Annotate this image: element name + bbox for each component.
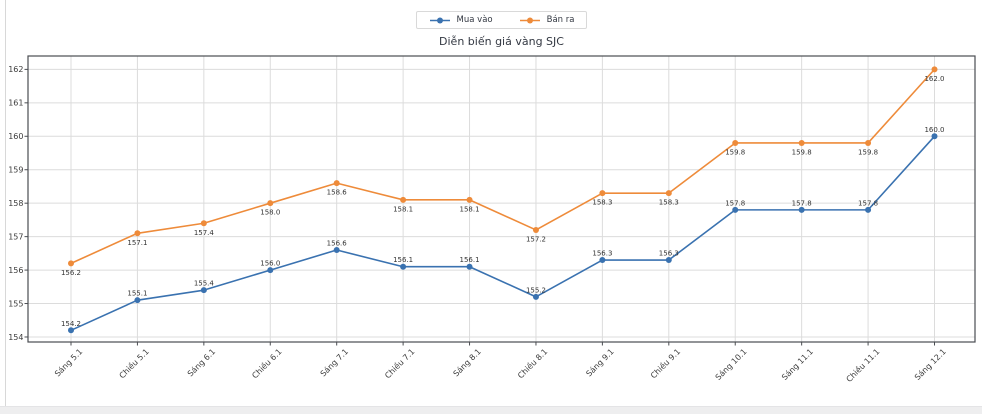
x-tick-label: Chiều 5.1 [117, 346, 151, 380]
data-point-ban-ra [68, 260, 74, 267]
y-tick-label: 162 [8, 65, 23, 74]
x-tick-label: Chiều 9.1 [648, 346, 682, 380]
data-point-ban-ra [665, 190, 672, 197]
x-tick-label: Sáng 7.1 [319, 347, 350, 378]
value-label-ban-ra: 162.0 [924, 75, 944, 83]
data-point-mua-vao [200, 287, 207, 294]
x-tick-label: Sáng 5.1 [53, 347, 84, 378]
y-tick-label: 155 [8, 299, 23, 308]
data-point-ban-ra [200, 220, 207, 227]
data-point-ban-ra [466, 196, 473, 203]
value-label-mua-vao: 155.2 [526, 286, 546, 294]
data-point-mua-vao [798, 206, 805, 213]
data-point-mua-vao [267, 267, 274, 274]
x-tick-label: Chiều 8.1 [515, 346, 549, 380]
data-point-ban-ra [333, 180, 340, 187]
legend-label-mua-vao: Mua vào [456, 15, 493, 25]
x-tick-label: Chiều 6.1 [250, 346, 284, 380]
y-tick-label: 156 [8, 266, 23, 275]
value-label-ban-ra: 157.1 [127, 239, 147, 247]
data-point-mua-vao [599, 257, 606, 264]
data-point-mua-vao [931, 133, 938, 140]
x-tick-label: Sáng 6.1 [186, 347, 217, 378]
series-line-ban-ra [70, 68, 936, 265]
value-label-mua-vao: 155.1 [127, 290, 147, 298]
value-label-mua-vao: 160.0 [924, 126, 944, 134]
data-point-ban-ra [532, 226, 539, 233]
x-tick-label: Chiều 11.1 [844, 346, 882, 384]
value-label-mua-vao: 156.1 [460, 256, 480, 264]
data-point-ban-ra [732, 139, 739, 146]
value-label-mua-vao: 155.4 [194, 280, 215, 288]
legend-item-ban-ra[interactable]: Bán ra [519, 15, 575, 25]
value-label-ban-ra: 159.8 [858, 148, 878, 156]
data-point-ban-ra [400, 196, 407, 203]
value-label-mua-vao: 156.6 [327, 240, 348, 248]
value-label-ban-ra: 156.2 [61, 269, 81, 277]
value-label-mua-vao: 156.1 [393, 256, 413, 264]
value-label-ban-ra: 159.8 [725, 148, 745, 156]
value-label-ban-ra: 157.2 [526, 235, 546, 243]
value-label-mua-vao: 156.0 [260, 260, 280, 268]
y-tick-label: 159 [8, 166, 23, 175]
x-tick-label: Chiều 7.1 [382, 346, 416, 380]
chart-title: Diễn biến giá vàng SJC [439, 35, 564, 48]
x-tick-label: Sáng 9.1 [584, 347, 615, 378]
x-tick-label: Sáng 12.1 [913, 347, 948, 382]
data-point-ban-ra [134, 230, 141, 237]
data-point-mua-vao [333, 247, 340, 254]
data-point-ban-ra [599, 190, 606, 197]
legend-marker-mua-vao-icon [429, 17, 450, 23]
data-point-mua-vao [68, 327, 74, 334]
data-point-mua-vao [400, 263, 407, 270]
plot-border [27, 55, 976, 343]
legend-label-ban-ra: Bán ra [546, 15, 575, 25]
value-label-ban-ra: 158.1 [393, 205, 413, 213]
y-tick-label: 154 [8, 333, 23, 342]
data-point-mua-vao [865, 206, 872, 213]
value-label-mua-vao: 156.3 [592, 250, 612, 258]
page-bottom-strip [0, 406, 982, 414]
value-label-mua-vao: 157.8 [858, 199, 878, 207]
value-label-ban-ra: 159.8 [792, 148, 812, 156]
x-tick-label: Sáng 10.1 [714, 347, 749, 382]
data-point-ban-ra [865, 139, 872, 146]
data-point-mua-vao [665, 257, 672, 264]
data-point-ban-ra [267, 200, 274, 207]
series-line-mua-vao [70, 135, 936, 332]
legend-row: Mua vào Bán ra [28, 11, 975, 29]
data-point-mua-vao [532, 293, 539, 300]
data-point-mua-vao [732, 206, 739, 213]
y-tick-label: 160 [8, 132, 23, 141]
value-label-ban-ra: 158.3 [659, 199, 679, 207]
data-point-ban-ra [931, 66, 938, 73]
data-point-mua-vao [466, 263, 473, 270]
x-tick-label: Sáng 8.1 [452, 347, 483, 378]
x-tick-label: Sáng 11.1 [780, 347, 815, 382]
value-label-ban-ra: 158.0 [260, 209, 280, 217]
value-label-ban-ra: 158.3 [592, 199, 612, 207]
chart-legend: Mua vào Bán ra [415, 11, 588, 29]
value-label-mua-vao: 156.3 [659, 250, 679, 258]
value-label-ban-ra: 158.1 [460, 205, 480, 213]
data-point-ban-ra [798, 139, 805, 146]
data-point-mua-vao [134, 297, 141, 304]
legend-item-mua-vao[interactable]: Mua vào [429, 15, 493, 25]
value-label-ban-ra: 158.6 [327, 189, 348, 197]
legend-marker-ban-ra-icon [519, 17, 540, 23]
y-tick-label: 158 [8, 199, 23, 208]
value-label-mua-vao: 154.2 [61, 320, 81, 328]
value-label-mua-vao: 157.8 [792, 199, 812, 207]
y-tick-label: 161 [8, 99, 23, 108]
value-label-mua-vao: 157.8 [725, 199, 745, 207]
y-tick-label: 157 [8, 232, 23, 241]
value-label-ban-ra: 157.4 [194, 229, 215, 237]
